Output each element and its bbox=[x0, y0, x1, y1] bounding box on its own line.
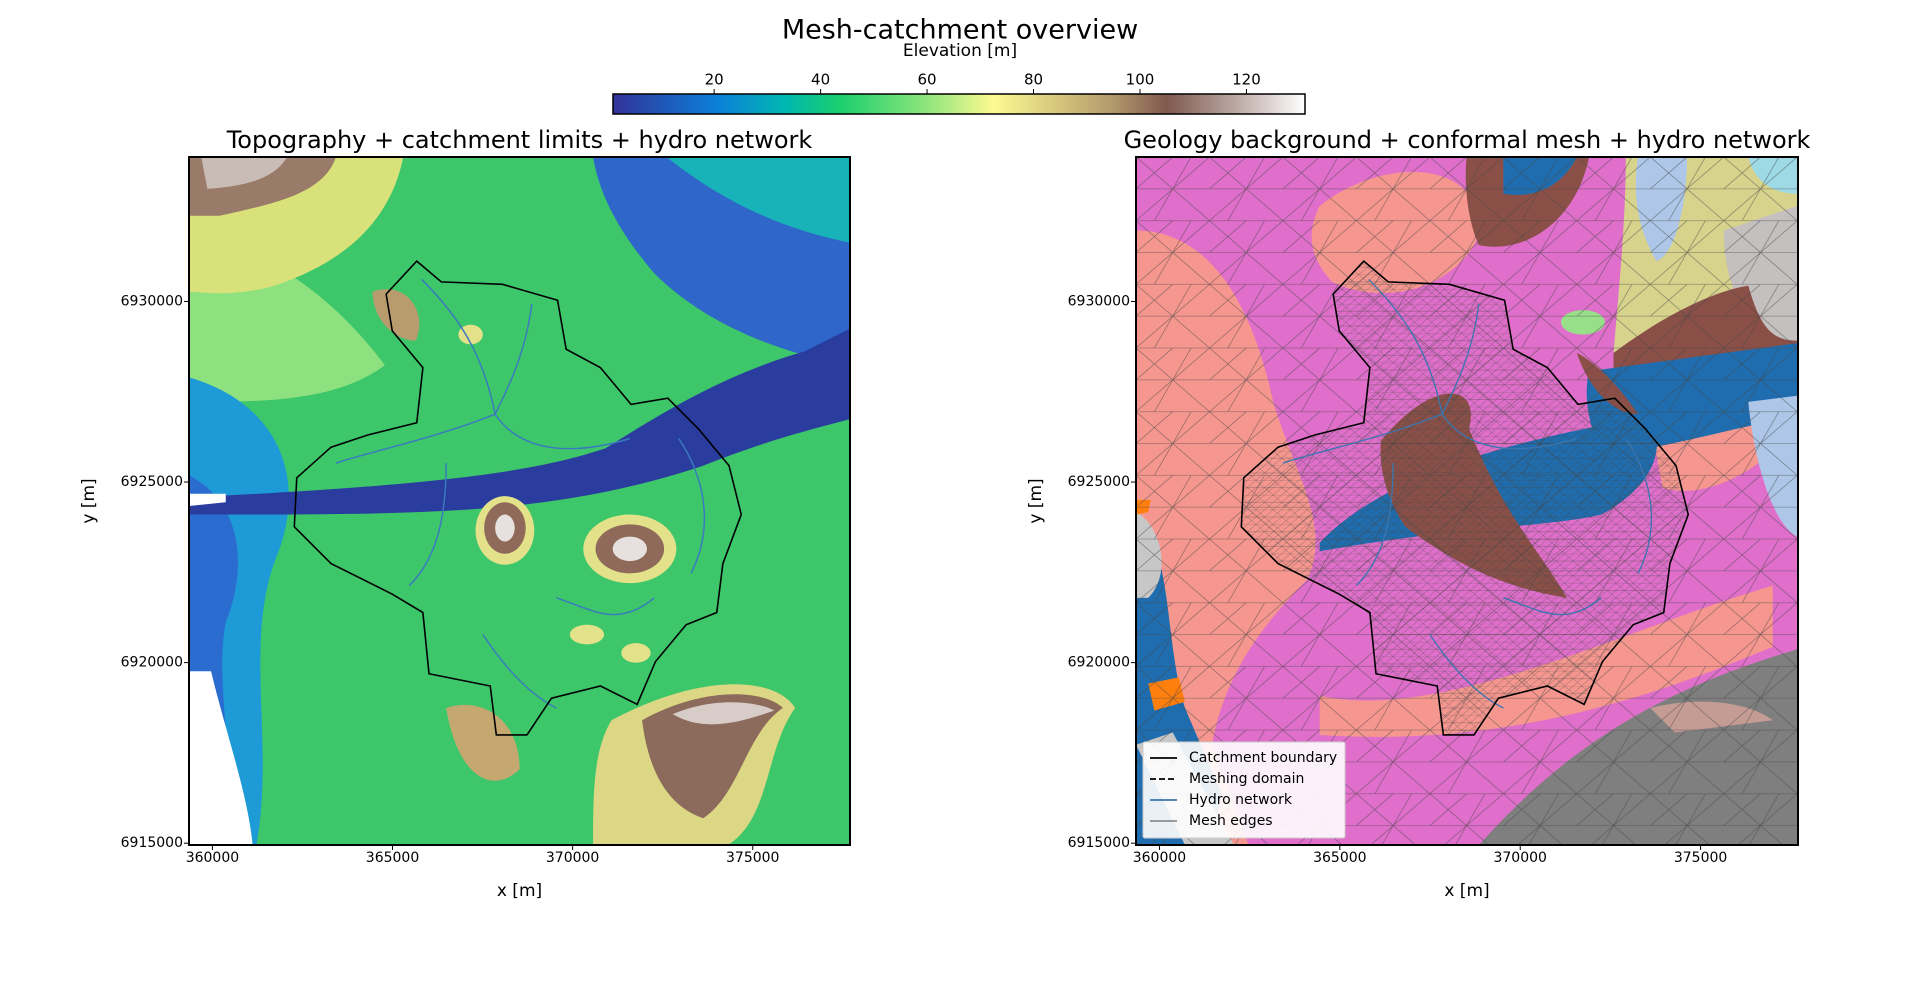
topography-map bbox=[189, 157, 851, 846]
y-tick-label: 6920000 bbox=[1068, 655, 1130, 671]
panel-title: Topography + catchment limits + hydro ne… bbox=[226, 126, 813, 154]
colorbar bbox=[612, 93, 1306, 115]
y-tick-label: 6930000 bbox=[121, 293, 183, 309]
geology-map bbox=[1136, 157, 1798, 846]
x-tick-label: 360000 bbox=[1133, 850, 1186, 866]
legend-label: Mesh edges bbox=[1189, 813, 1273, 829]
y-axis-label: y [m] bbox=[1026, 478, 1046, 523]
x-tick-label: 365000 bbox=[1313, 850, 1366, 866]
x-axis-label: x [m] bbox=[497, 881, 542, 901]
y-tick-label: 6915000 bbox=[1068, 835, 1130, 851]
x-tick-label: 375000 bbox=[1674, 850, 1727, 866]
legend-box bbox=[1142, 741, 1346, 839]
x-tick-label: 360000 bbox=[186, 850, 239, 866]
colorbar-tick-label: 120 bbox=[1232, 71, 1261, 89]
colorbar-tick-label: 80 bbox=[1024, 71, 1043, 89]
panel-title: Geology background + conformal mesh + hy… bbox=[1124, 126, 1811, 154]
x-tick-label: 370000 bbox=[546, 850, 599, 866]
legend-label: Meshing domain bbox=[1189, 771, 1304, 787]
y-tick-label: 6930000 bbox=[1068, 293, 1130, 309]
y-axis-label: y [m] bbox=[79, 478, 99, 523]
y-tick-label: 6920000 bbox=[121, 655, 183, 671]
plot-frame bbox=[188, 156, 851, 846]
x-tick-label: 375000 bbox=[726, 850, 779, 866]
y-tick-label: 6925000 bbox=[1068, 474, 1130, 490]
colorbar-tick-label: 100 bbox=[1126, 71, 1155, 89]
colorbar-label: Elevation [m] bbox=[903, 41, 1017, 61]
x-tick-label: 365000 bbox=[366, 850, 419, 866]
colorbar-tick-label: 60 bbox=[918, 71, 937, 89]
colorbar-tick-label: 40 bbox=[811, 71, 830, 89]
colorbar-tick-label: 20 bbox=[705, 71, 724, 89]
figure-title: Mesh-catchment overview bbox=[782, 15, 1138, 46]
x-axis-label: x [m] bbox=[1444, 881, 1489, 901]
legend-label: Catchment boundary bbox=[1189, 750, 1337, 766]
plot-frame bbox=[1135, 156, 1799, 846]
y-tick-label: 6915000 bbox=[121, 835, 183, 851]
y-tick-label: 6925000 bbox=[121, 474, 183, 490]
legend-label: Hydro network bbox=[1189, 792, 1293, 808]
x-tick-label: 370000 bbox=[1493, 850, 1546, 866]
